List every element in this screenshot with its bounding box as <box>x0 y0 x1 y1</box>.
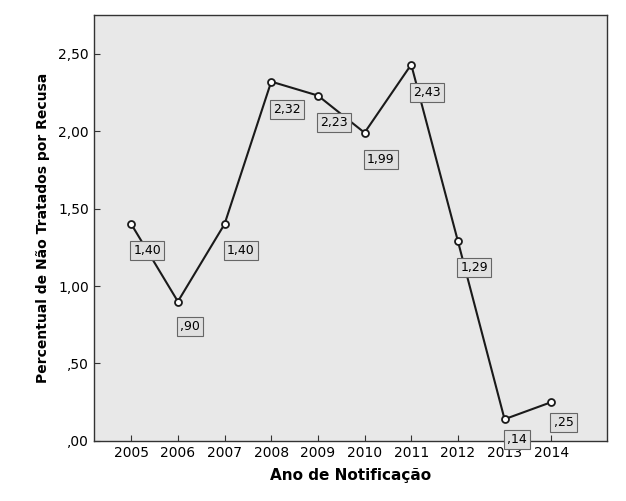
Text: 1,40: 1,40 <box>133 244 162 257</box>
Text: 2,43: 2,43 <box>414 86 441 99</box>
Text: ,25: ,25 <box>553 416 573 429</box>
Text: ,14: ,14 <box>507 433 526 446</box>
Text: 1,99: 1,99 <box>367 153 394 166</box>
Text: ,90: ,90 <box>180 320 200 333</box>
Y-axis label: Percentual de Não Tratados por Recusa: Percentual de Não Tratados por Recusa <box>36 73 50 383</box>
X-axis label: Ano de Notificação: Ano de Notificação <box>270 468 431 483</box>
Text: 1,40: 1,40 <box>227 244 255 257</box>
Text: 1,29: 1,29 <box>460 261 488 274</box>
Text: 2,32: 2,32 <box>274 103 301 116</box>
Text: 2,23: 2,23 <box>321 116 348 129</box>
